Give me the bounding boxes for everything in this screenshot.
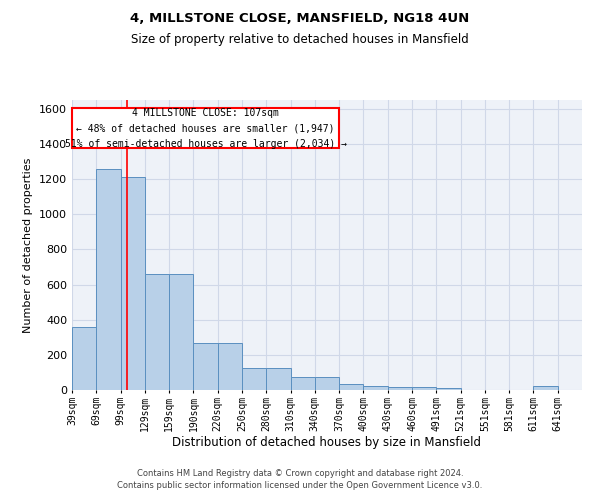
Bar (388, 387, 412, 390)
Bar (290, 377, 315, 390)
Bar (169, 274, 193, 390)
Bar (412, 388, 436, 390)
Bar (96, 168, 121, 390)
Bar (121, 178, 145, 390)
Bar (533, 386, 558, 390)
X-axis label: Distribution of detached houses by size in Mansfield: Distribution of detached houses by size … (173, 436, 482, 450)
Text: 4 MILLSTONE CLOSE: 107sqm
← 48% of detached houses are smaller (1,947)
51% of se: 4 MILLSTONE CLOSE: 107sqm ← 48% of detac… (65, 108, 347, 148)
Bar (436, 388, 461, 390)
Bar (339, 384, 364, 390)
Bar (72, 326, 96, 390)
Bar (315, 377, 339, 390)
Bar (218, 344, 242, 390)
Y-axis label: Number of detached properties: Number of detached properties (23, 158, 34, 332)
Text: Contains HM Land Registry data © Crown copyright and database right 2024.
Contai: Contains HM Land Registry data © Crown c… (118, 468, 482, 490)
Bar (242, 368, 266, 390)
Text: 4, MILLSTONE CLOSE, MANSFIELD, NG18 4UN: 4, MILLSTONE CLOSE, MANSFIELD, NG18 4UN (130, 12, 470, 26)
Bar (266, 368, 290, 390)
Bar (193, 344, 218, 390)
Bar (145, 274, 169, 390)
FancyBboxPatch shape (72, 108, 339, 148)
Bar (364, 386, 388, 390)
Text: Size of property relative to detached houses in Mansfield: Size of property relative to detached ho… (131, 32, 469, 46)
